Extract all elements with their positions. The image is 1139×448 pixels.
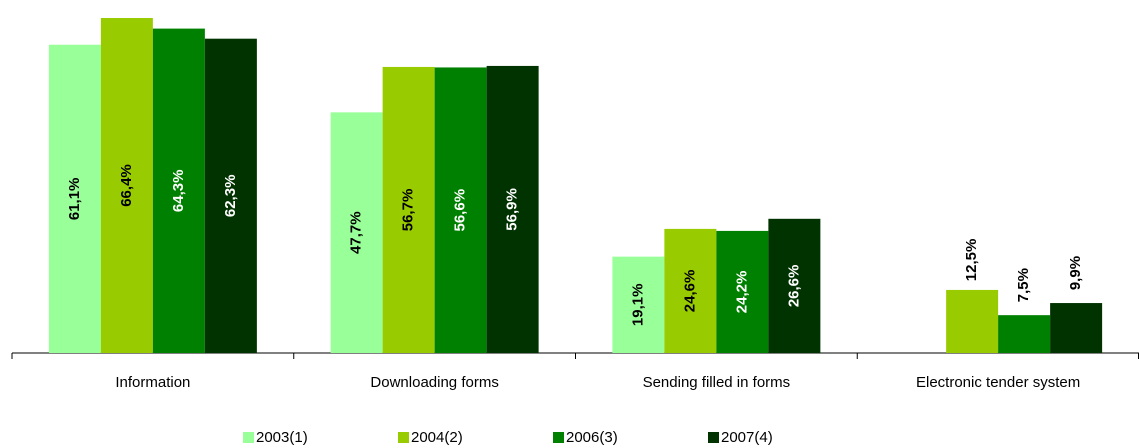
- bar: [664, 228, 717, 353]
- bar: [612, 256, 665, 353]
- value-label: 64,3%: [170, 170, 187, 213]
- bar: [1050, 303, 1103, 353]
- bar: [204, 38, 257, 353]
- value-label: 56,7%: [400, 189, 417, 232]
- value-label: 56,9%: [504, 188, 521, 231]
- bar: [486, 65, 539, 354]
- x-tick-label: Information: [115, 374, 190, 391]
- value-label: 62,3%: [222, 175, 239, 218]
- value-label: 56,6%: [452, 189, 469, 232]
- value-label: 7,5%: [1015, 268, 1032, 302]
- bar: [946, 289, 999, 353]
- bar: [330, 112, 383, 353]
- legend-swatch: [398, 432, 409, 443]
- bar: [716, 230, 769, 353]
- value-label: 26,6%: [785, 265, 802, 308]
- bar: [152, 28, 205, 353]
- bar: [434, 67, 487, 353]
- x-tick-label: Electronic tender system: [916, 374, 1080, 391]
- value-label: 61,1%: [66, 178, 83, 221]
- value-label: 24,6%: [681, 270, 698, 313]
- value-label: 24,2%: [733, 271, 750, 314]
- bar: [382, 66, 435, 353]
- value-label: 9,9%: [1067, 256, 1084, 290]
- bar: [100, 18, 153, 353]
- legend-label: 2007(4): [721, 429, 773, 446]
- legend-swatch: [708, 432, 719, 443]
- value-label: 47,7%: [348, 211, 365, 254]
- legend-label: 2003(1): [256, 429, 308, 446]
- x-tick-label: Downloading forms: [370, 374, 498, 391]
- legend-swatch: [243, 432, 254, 443]
- bar: [48, 44, 101, 354]
- legend-label: 2006(3): [566, 429, 618, 446]
- x-tick-label: Sending filled in forms: [643, 374, 791, 391]
- value-label: 19,1%: [629, 284, 646, 327]
- value-label: 66,4%: [118, 164, 135, 207]
- legend-label: 2004(2): [411, 429, 463, 446]
- bar: [998, 315, 1051, 353]
- legend-swatch: [553, 432, 564, 443]
- bar: [768, 218, 821, 353]
- value-label: 12,5%: [963, 239, 980, 282]
